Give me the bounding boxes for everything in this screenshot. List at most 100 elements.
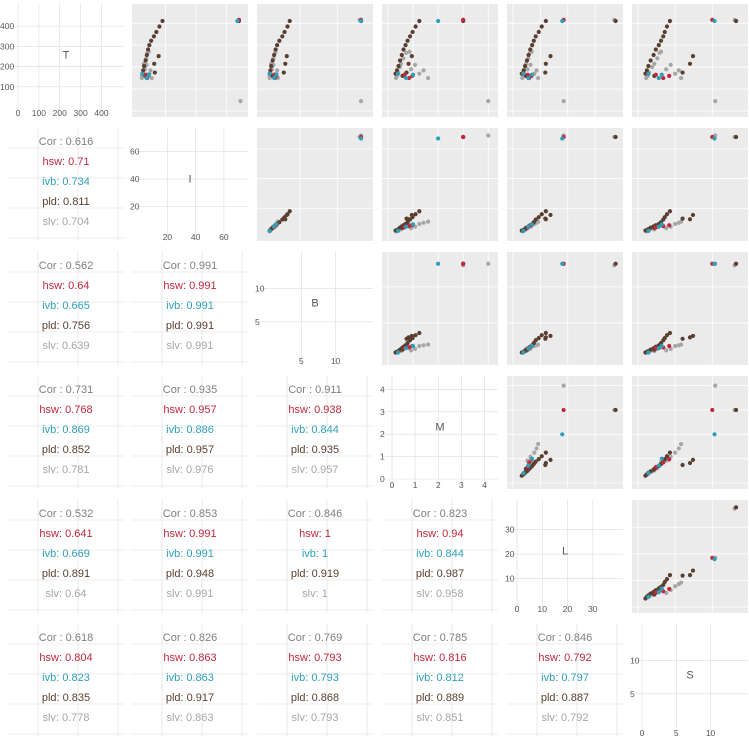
point-slv <box>562 99 566 103</box>
cor-value-overall: Cor : 0.532 <box>39 508 93 520</box>
point-ivb <box>274 73 278 77</box>
point-ivb <box>712 432 716 436</box>
cor-value-slv: slv: 0.991 <box>166 588 213 600</box>
point-pld <box>652 53 656 57</box>
diag-tick-x-label: 0 <box>515 604 520 614</box>
point-pld <box>734 262 738 266</box>
diag-tick-x-label: 4 <box>482 480 487 490</box>
point-slv <box>148 68 152 72</box>
point-pld <box>668 19 672 23</box>
point-pld <box>688 217 692 221</box>
point-pld <box>548 213 552 217</box>
cor-value-overall: Cor : 0.785 <box>413 632 467 644</box>
cor-panel-B-T: Cor : 0.562hsw: 0.64ivb: 0.665pld: 0.756… <box>8 252 124 365</box>
diag-tick-y-label: 10 <box>255 284 265 294</box>
point-ivb <box>411 73 415 77</box>
point-pld <box>401 47 405 51</box>
point-slv <box>679 442 683 446</box>
point-pld <box>532 39 536 43</box>
diag-panel-B: 5 10510B <box>255 252 373 366</box>
point-ivb <box>660 457 664 461</box>
diag-tick-x-label: 20 <box>563 604 573 614</box>
point-pld <box>403 43 407 47</box>
point-pld <box>734 135 738 139</box>
point-ivb <box>521 72 525 76</box>
cor-value-ivb: ivb: 1 <box>302 548 328 560</box>
point-pld <box>410 213 414 217</box>
point-pld <box>408 34 412 38</box>
point-pld <box>540 454 544 458</box>
cor-value-hsw: hsw: 1 <box>299 528 331 540</box>
point-pld <box>668 209 672 213</box>
point-pld <box>734 408 738 412</box>
diag-tick-x-label: 5 <box>299 356 304 366</box>
point-pld <box>272 53 276 57</box>
point-pld <box>537 215 541 219</box>
point-slv <box>486 133 490 137</box>
diag-panel-I: 20 40 60 20 40 60 I <box>130 128 248 242</box>
point-slv <box>413 63 417 67</box>
point-slv <box>679 580 683 584</box>
point-hsw <box>461 135 465 139</box>
point-pld <box>417 209 421 213</box>
point-ivb <box>147 73 151 77</box>
diag-tick-y-label: 10 <box>505 574 515 584</box>
point-slv <box>426 76 430 80</box>
diag-variable-label: T <box>63 50 70 62</box>
cor-panel-L-I: Cor : 0.853 hsw: 0.991 ivb: 0.991 pld: 0.94… <box>132 500 248 613</box>
point-hsw <box>461 18 465 22</box>
cor-value-slv: slv: 0.958 <box>416 588 463 600</box>
scatter-panel-I-M <box>382 128 498 241</box>
point-pld <box>540 212 544 216</box>
diag-variable-label: L <box>562 546 568 558</box>
point-slv <box>534 446 538 450</box>
cor-panel-M-B: Cor : 0.911 hsw: 0.938 ivb: 0.844 pld: 0.93… <box>257 376 373 489</box>
cor-value-overall: Cor : 0.731 <box>39 384 93 396</box>
cor-value-ivb: ivb: 0.734 <box>42 176 90 188</box>
diag-tick-y-label: 4 <box>380 384 385 394</box>
diag-tick-x-label: 1 <box>413 480 418 490</box>
point-pld <box>160 19 164 23</box>
diag-tick-x-label: 10 <box>538 604 548 614</box>
point-pld <box>659 39 663 43</box>
point-pld <box>282 70 286 74</box>
diag-tick-y-label: 20 <box>505 549 515 559</box>
diag-tick-x-label: 3 <box>459 480 464 490</box>
point-pld <box>544 19 548 23</box>
point-pld <box>153 70 157 74</box>
point-slv <box>652 62 656 66</box>
cor-value-slv: slv: 0.704 <box>42 216 89 228</box>
cor-value-pld: pld: 0.948 <box>166 568 214 580</box>
point-pld <box>537 30 541 34</box>
point-ivb <box>660 587 664 591</box>
point-pld <box>614 135 618 139</box>
point-ivb <box>404 346 408 350</box>
point-slv <box>536 76 540 80</box>
cor-value-pld: pld: 0.756 <box>42 320 90 332</box>
point-ivb <box>530 457 534 461</box>
cor-value-ivb: ivb: 0.812 <box>416 672 464 684</box>
point-ivb <box>526 463 530 467</box>
diag-tick-y-label: 60 <box>130 147 140 157</box>
point-pld <box>646 64 650 68</box>
point-pld <box>288 209 292 213</box>
panel-background <box>507 252 623 365</box>
point-pld <box>688 62 692 66</box>
cor-value-overall: Cor : 0.769 <box>288 632 342 644</box>
point-slv <box>532 450 536 454</box>
point-slv <box>417 222 421 226</box>
point-pld <box>614 408 618 412</box>
point-pld <box>663 30 667 34</box>
diag-tick-y-label: 400 <box>0 21 14 31</box>
cor-value-pld: pld: 0.868 <box>291 692 339 704</box>
cor-value-ivb: ivb: 0.844 <box>291 424 339 436</box>
cor-value-hsw: hsw: 0.792 <box>538 652 591 664</box>
point-ivb <box>396 72 400 76</box>
point-pld <box>406 62 410 66</box>
diag-tick-x-label: 30 <box>588 604 598 614</box>
cor-panel-L-M: Cor : 0.823hsw: 0.94ivb: 0.844pld: 0.987… <box>382 500 498 613</box>
cor-value-overall: Cor : 0.846 <box>288 508 342 520</box>
cor-value-pld: pld: 0.852 <box>42 444 90 456</box>
cor-value-slv: slv: 0.991 <box>166 340 213 352</box>
point-ivb <box>521 471 525 475</box>
